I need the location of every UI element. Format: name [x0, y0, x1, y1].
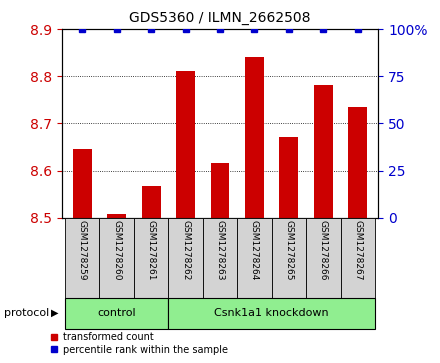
Text: GSM1278265: GSM1278265 [284, 220, 293, 281]
Text: GSM1278263: GSM1278263 [216, 220, 224, 281]
Bar [348, 107, 367, 218]
Text: GSM1278262: GSM1278262 [181, 220, 190, 281]
Bar [176, 70, 195, 218]
Bar [237, 218, 271, 298]
Bar [99, 218, 134, 298]
Bar [271, 218, 306, 298]
Bar [245, 57, 264, 218]
Text: GSM1278267: GSM1278267 [353, 220, 362, 281]
Text: GSM1278264: GSM1278264 [250, 220, 259, 281]
Bar [169, 218, 203, 298]
Bar [142, 186, 161, 218]
Bar [65, 298, 169, 329]
Bar [314, 85, 333, 218]
Bar [134, 218, 169, 298]
Text: GSM1278261: GSM1278261 [147, 220, 156, 281]
Title: GDS5360 / ILMN_2662508: GDS5360 / ILMN_2662508 [129, 11, 311, 25]
Bar [203, 218, 237, 298]
Text: protocol: protocol [4, 308, 50, 318]
Text: control: control [97, 308, 136, 318]
Bar [169, 298, 375, 329]
Bar [107, 215, 126, 218]
Text: GSM1278266: GSM1278266 [319, 220, 328, 281]
Bar [210, 163, 230, 218]
Text: GSM1278260: GSM1278260 [112, 220, 121, 281]
Bar [73, 150, 92, 218]
Text: ▶: ▶ [51, 308, 58, 318]
Bar [306, 218, 341, 298]
Bar [279, 136, 298, 218]
Bar [341, 218, 375, 298]
Legend: transformed count, percentile rank within the sample: transformed count, percentile rank withi… [49, 332, 228, 355]
Text: Csnk1a1 knockdown: Csnk1a1 knockdown [214, 308, 329, 318]
Bar [65, 218, 99, 298]
Text: GSM1278259: GSM1278259 [78, 220, 87, 281]
